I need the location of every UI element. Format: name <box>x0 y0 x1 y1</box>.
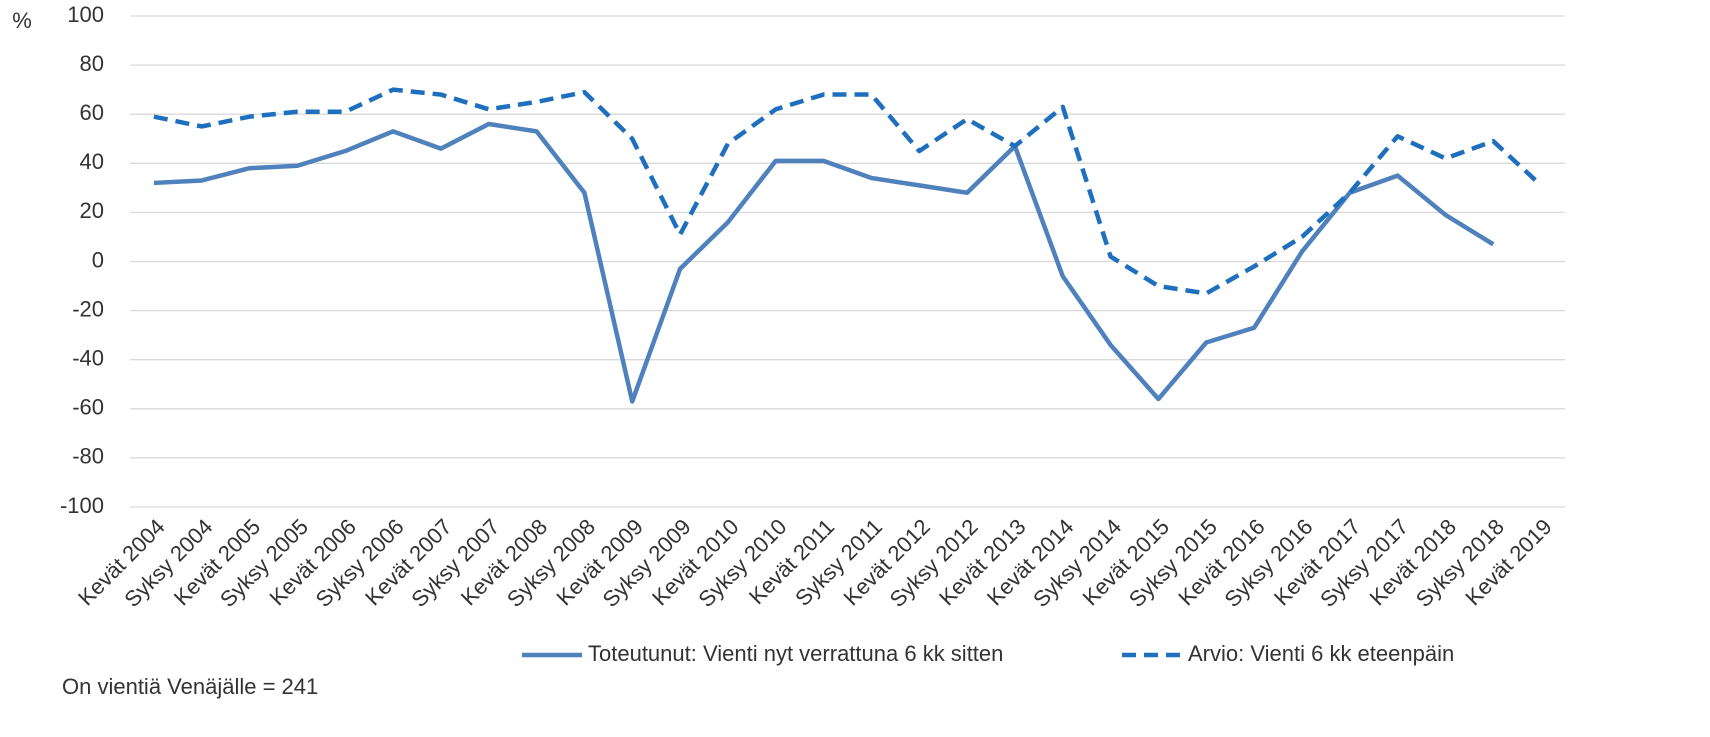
y-tick-label: 100 <box>67 2 104 27</box>
legend-label: Arvio: Vienti 6 kk eteenpäin <box>1188 641 1454 666</box>
legend-label: Toteutunut: Vienti nyt verrattuna 6 kk s… <box>588 641 1003 666</box>
y-axis-label: % <box>12 8 32 33</box>
line-series <box>153 121 1495 404</box>
y-tick-label: -100 <box>60 493 104 518</box>
y-tick-label: -60 <box>72 395 104 420</box>
line-series <box>153 87 1543 296</box>
y-tick-label: 0 <box>92 247 104 272</box>
y-tick-label: -80 <box>72 444 104 469</box>
y-tick-label: 20 <box>80 198 104 223</box>
note: On vientiä Venäjälle = 241 <box>62 674 318 699</box>
y-tick-label: 80 <box>80 51 104 76</box>
y-tick-label: -40 <box>72 346 104 371</box>
y-tick-label: -20 <box>72 296 104 321</box>
y-tick-label: 40 <box>80 149 104 174</box>
y-tick-label: 60 <box>80 100 104 125</box>
